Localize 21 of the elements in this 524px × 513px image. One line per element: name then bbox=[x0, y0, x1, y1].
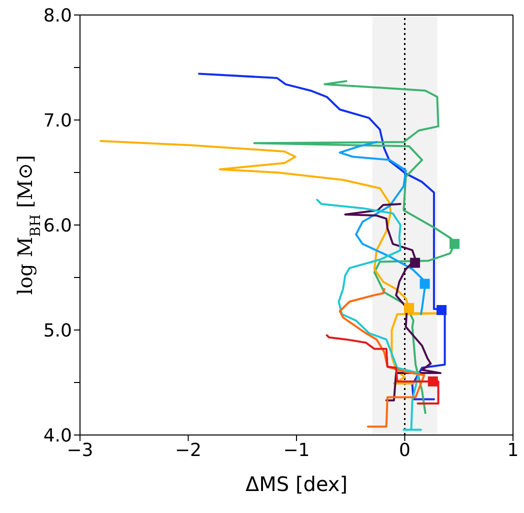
y-tick-label: 4.0 bbox=[43, 425, 72, 446]
y-tick-label: 8.0 bbox=[43, 5, 72, 26]
x-tick-label: 1 bbox=[507, 440, 519, 461]
x-tick-label: −2 bbox=[174, 440, 202, 461]
line-series bbox=[326, 334, 440, 404]
point bbox=[404, 302, 414, 313]
point bbox=[428, 376, 438, 386]
point bbox=[410, 258, 420, 268]
y-tick-label: 5.0 bbox=[43, 320, 72, 342]
y-tick-label: 6.0 bbox=[43, 215, 72, 236]
x-tick-label: 0 bbox=[399, 440, 410, 461]
line-series bbox=[338, 288, 426, 428]
x-tick-label: −1 bbox=[283, 440, 310, 461]
line-series bbox=[198, 72, 446, 400]
line-series bbox=[344, 203, 442, 402]
point bbox=[436, 305, 447, 316]
y-tick-label: 7.0 bbox=[43, 110, 72, 132]
point bbox=[420, 278, 430, 289]
point bbox=[450, 238, 460, 249]
x-axis-title: ΔMS [dex] bbox=[245, 472, 348, 496]
line-series bbox=[316, 198, 422, 431]
